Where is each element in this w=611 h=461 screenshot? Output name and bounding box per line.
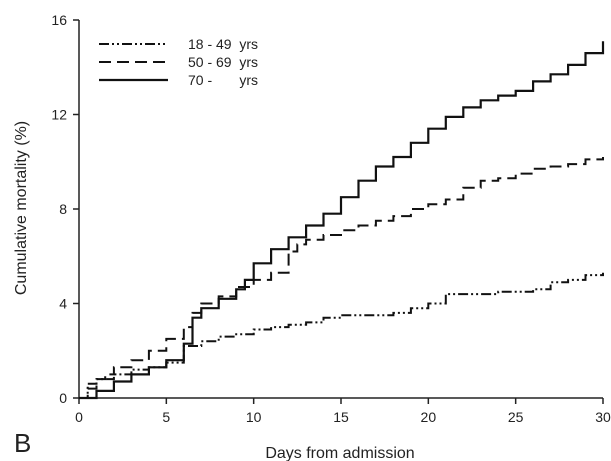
series-line-dash-dot-dot <box>79 272 604 399</box>
axes: 0 5 10 15 20 25 30 0 4 8 12 16 <box>51 12 611 425</box>
panel-label: B <box>14 428 31 458</box>
x-tick-label: 25 <box>508 409 524 425</box>
y-tick-label: 0 <box>59 390 67 406</box>
y-tick-label: 12 <box>51 107 67 123</box>
y-tick-label: 8 <box>59 201 67 217</box>
y-tick-label: 16 <box>51 12 67 28</box>
x-tick-label: 10 <box>246 409 262 425</box>
legend-label: 70 - yrs <box>188 72 258 88</box>
legend-label: 18 - 49 yrs <box>188 36 258 52</box>
x-tick-label: 20 <box>421 409 437 425</box>
series-line-dashed <box>79 157 604 399</box>
x-axis-label: Days from admission <box>265 445 414 461</box>
series-line-solid <box>79 41 605 400</box>
x-tick-label: 15 <box>333 409 349 425</box>
x-tick-label: 5 <box>162 409 170 425</box>
y-tick-label: 4 <box>59 296 67 312</box>
legend: 18 - 49 yrs 50 - 69 yrs 70 - yrs <box>99 36 258 88</box>
legend-label: 50 - 69 yrs <box>188 54 258 70</box>
x-tick-label: 30 <box>595 409 611 425</box>
series-layer <box>79 41 605 400</box>
y-axis-label: Cumulative mortality (%) <box>13 121 30 295</box>
x-tick-label: 0 <box>75 409 83 425</box>
